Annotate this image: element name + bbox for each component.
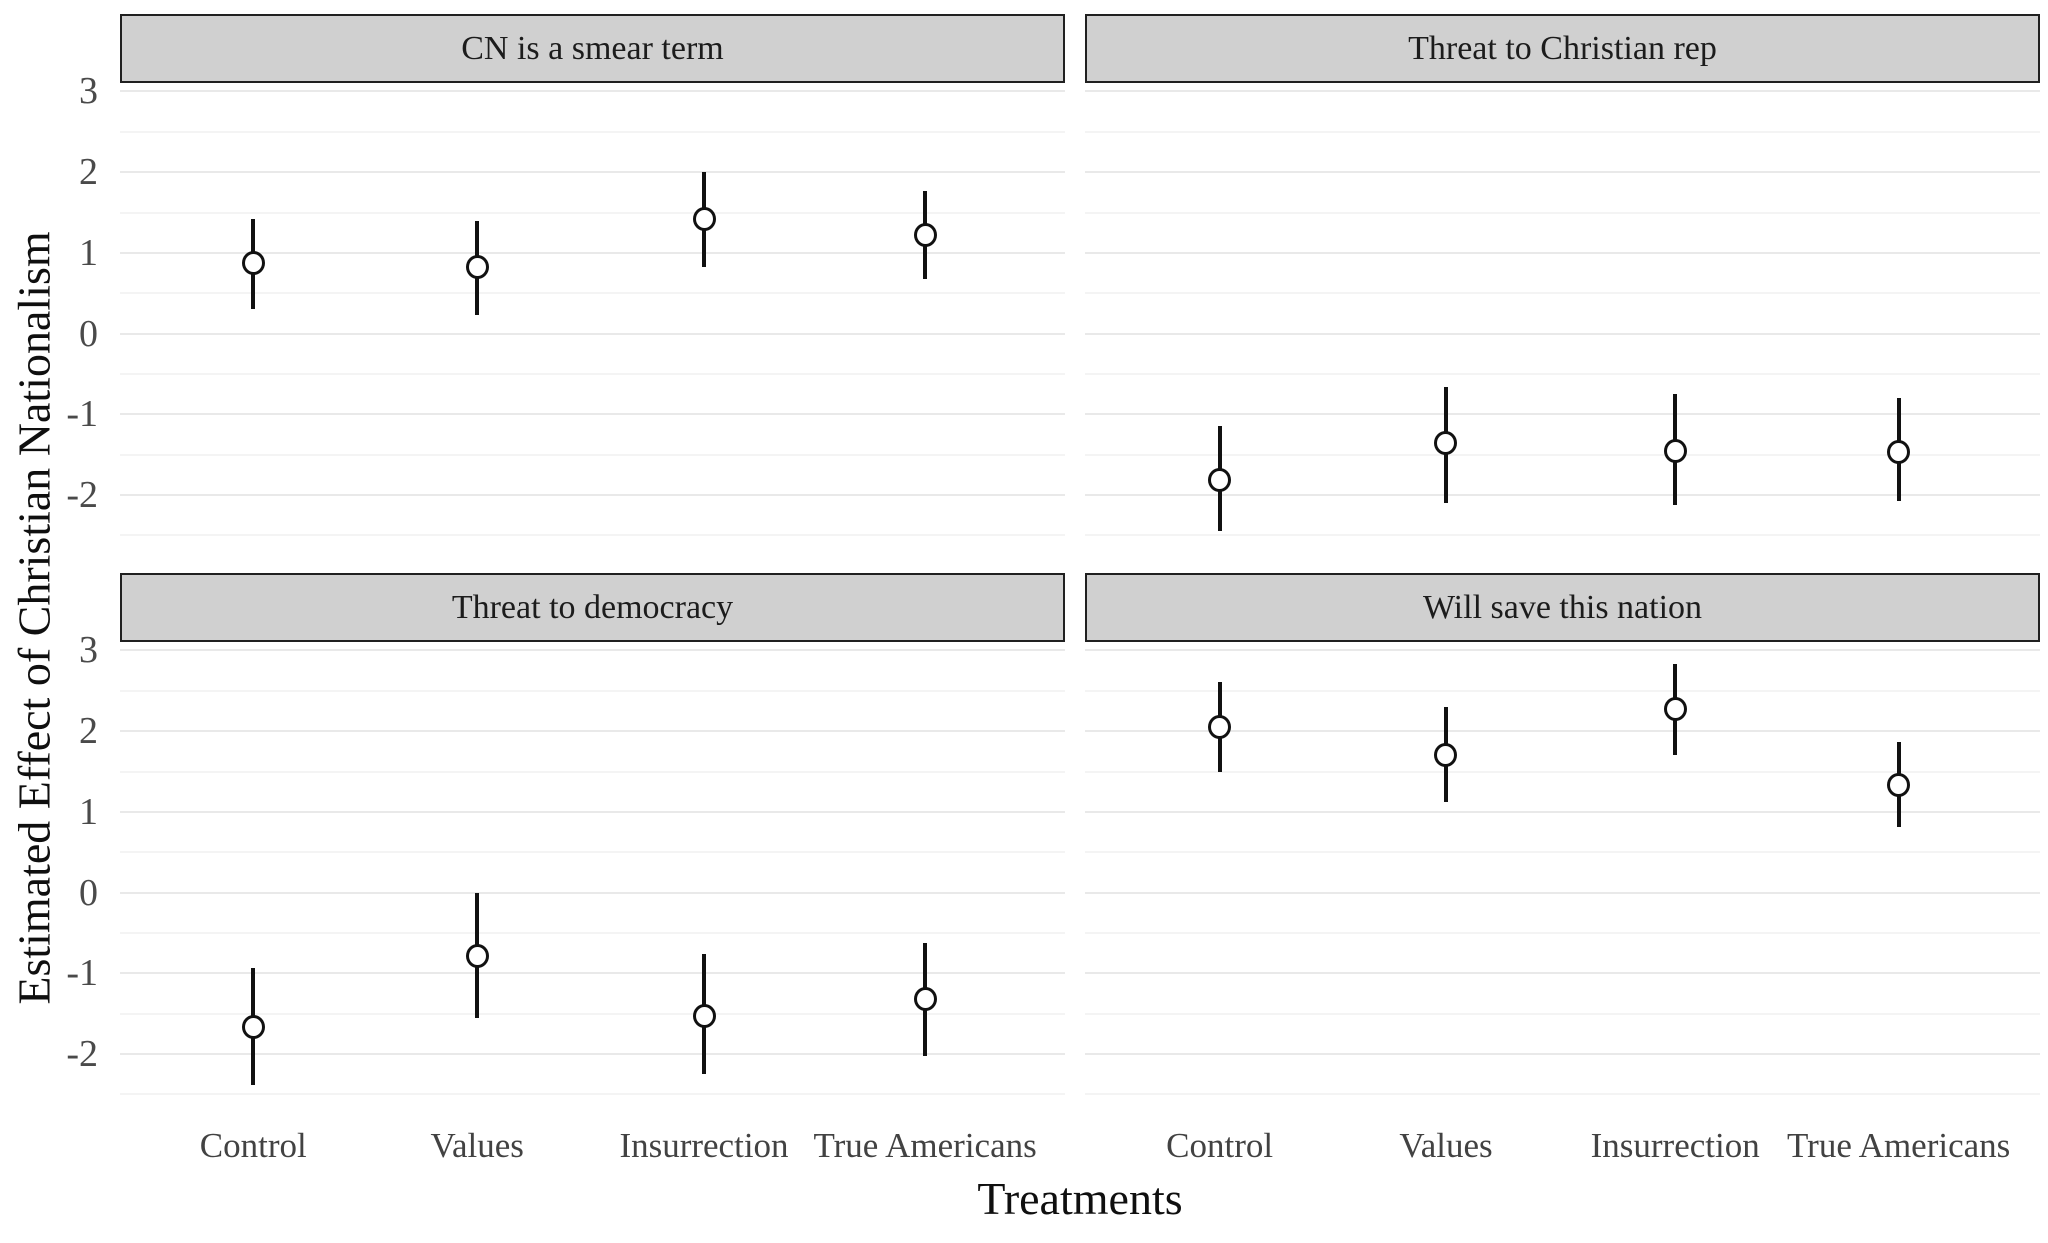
gridline-minor (1085, 689, 2040, 692)
facet-strip-label: Threat to democracy (451, 588, 734, 626)
panel-threat-democracy (120, 642, 1065, 1119)
point-marker (241, 1015, 265, 1040)
x-axis-title: Treatments (977, 1173, 1183, 1224)
y-tick-label: 1 (79, 231, 98, 274)
point-marker (465, 944, 489, 969)
gridline-major (120, 649, 1065, 652)
panel-threat-christian-rep (1085, 83, 2040, 560)
gridline-major (1085, 810, 2040, 813)
facet-strip-threat-christian-rep: Threat to Christian rep (1085, 14, 2040, 83)
gridline-minor (120, 1012, 1065, 1015)
gridline-minor (1085, 211, 2040, 214)
y-tick-label: 2 (79, 710, 98, 753)
gridline-major (1085, 649, 2040, 652)
gridline-major (1085, 730, 2040, 733)
point-marker (692, 206, 716, 231)
panel-will-save-nation (1085, 642, 2040, 1119)
point-marker (913, 987, 937, 1012)
gridline-major (1085, 493, 2040, 496)
x-tick-label: Control (199, 1126, 307, 1165)
gridline-minor (1085, 931, 2040, 934)
x-tick-label: Insurrection (1590, 1126, 1760, 1165)
gridline-minor (120, 372, 1065, 375)
point-marker (1434, 742, 1458, 767)
facet-strip-label: CN is a smear term (461, 29, 724, 67)
gridline-minor (120, 851, 1065, 854)
x-tick-label: Insurrection (619, 1126, 789, 1165)
y-tick-label: 0 (79, 871, 98, 914)
x-tick-label: True Americans (813, 1126, 1037, 1165)
y-tick-label: -2 (66, 473, 98, 516)
gridline-minor (120, 292, 1065, 295)
gridline-minor (1085, 130, 2040, 133)
panel-cn-smear (120, 83, 1065, 560)
facet-strip-threat-democracy: Threat to democracy (120, 573, 1065, 642)
gridline-major (120, 810, 1065, 813)
gridline-minor (1085, 1012, 2040, 1015)
gridline-minor (1085, 372, 2040, 375)
point-marker (913, 223, 937, 248)
gridline-minor (120, 534, 1065, 537)
gridline-major (120, 493, 1065, 496)
y-tick-label: 0 (79, 312, 98, 355)
facet-strip-will-save-nation: Will save this nation (1085, 573, 2040, 642)
point-marker (1887, 440, 1911, 465)
gridline-major (1085, 251, 2040, 254)
gridline-minor (120, 130, 1065, 133)
gridline-major (1085, 171, 2040, 174)
y-tick-label: 2 (79, 151, 98, 194)
gridline-major (120, 413, 1065, 416)
gridline-major (120, 972, 1065, 975)
gridline-minor (120, 1093, 1065, 1096)
gridline-major (120, 251, 1065, 254)
gridline-major (1085, 891, 2040, 894)
y-tick-label: -2 (66, 1032, 98, 1075)
gridline-major (1085, 1052, 2040, 1055)
point-marker (1208, 715, 1232, 740)
gridline-minor (120, 931, 1065, 934)
point-marker (241, 251, 265, 276)
gridline-major (1085, 332, 2040, 335)
x-tick-label: Values (1399, 1126, 1493, 1165)
y-tick-label: 3 (79, 70, 98, 113)
x-tick-label: Values (430, 1126, 524, 1165)
y-tick-label: -1 (66, 952, 98, 995)
gridline-major (1085, 90, 2040, 93)
gridline-major (120, 171, 1065, 174)
y-tick-label: 1 (79, 790, 98, 833)
facet-strip-cn-smear: CN is a smear term (120, 14, 1065, 83)
gridline-minor (1085, 453, 2040, 456)
gridline-minor (1085, 770, 2040, 773)
x-tick-label: True Americans (1787, 1126, 2011, 1165)
gridline-major (120, 1052, 1065, 1055)
gridline-major (120, 891, 1065, 894)
facet-strip-label: Threat to Christian rep (1408, 29, 1717, 67)
facet-strip-label: Will save this nation (1422, 588, 1703, 626)
gridline-major (120, 90, 1065, 93)
gridline-minor (1085, 1093, 2040, 1096)
point-marker (1887, 773, 1911, 798)
gridline-minor (120, 211, 1065, 214)
gridline-minor (120, 689, 1065, 692)
gridline-minor (120, 770, 1065, 773)
gridline-major (1085, 972, 2040, 975)
point-marker (1663, 696, 1687, 721)
gridline-minor (120, 453, 1065, 456)
gridline-minor (1085, 534, 2040, 537)
point-marker (1434, 431, 1458, 456)
point-marker (1663, 438, 1687, 463)
gridline-major (120, 730, 1065, 733)
y-tick-label: -1 (66, 393, 98, 436)
gridline-major (120, 332, 1065, 335)
y-tick-label: 3 (79, 629, 98, 672)
gridline-major (1085, 413, 2040, 416)
point-marker (692, 1004, 716, 1029)
gridline-minor (1085, 292, 2040, 295)
x-tick-label: Control (1166, 1126, 1274, 1165)
point-marker (1208, 468, 1232, 493)
point-marker (465, 255, 489, 280)
gridline-minor (1085, 851, 2040, 854)
